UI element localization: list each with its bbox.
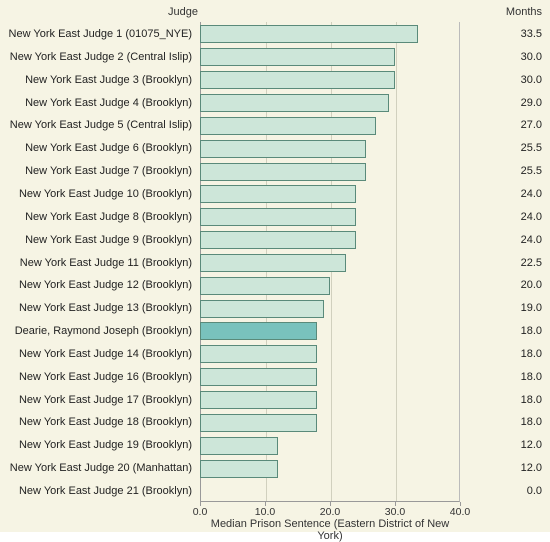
table-row: New York East Judge 13 (Brooklyn) 19.0 [0, 297, 550, 320]
months-value: 12.0 [482, 434, 542, 457]
table-row: New York East Judge 11 (Brooklyn) 22.5 [0, 252, 550, 275]
table-row: New York East Judge 16 (Brooklyn) 18.0 [0, 366, 550, 389]
table-row: New York East Judge 18 (Brooklyn) 18.0 [0, 411, 550, 434]
months-value: 29.0 [482, 92, 542, 115]
months-value: 30.0 [482, 46, 542, 69]
table-row: New York East Judge 14 (Brooklyn) 18.0 [0, 343, 550, 366]
table-row: New York East Judge 3 (Brooklyn) 30.0 [0, 69, 550, 92]
bar [200, 460, 278, 478]
bar [200, 208, 356, 226]
months-value: 30.0 [482, 69, 542, 92]
judge-label: New York East Judge 10 (Brooklyn) [0, 183, 196, 206]
table-row: Dearie, Raymond Joseph (Brooklyn) 18.0 [0, 320, 550, 343]
bar [200, 277, 330, 295]
table-row: New York East Judge 6 (Brooklyn) 25.5 [0, 137, 550, 160]
bar [200, 414, 317, 432]
table-row: New York East Judge 12 (Brooklyn) 20.0 [0, 274, 550, 297]
judge-label: New York East Judge 5 (Central Islip) [0, 114, 196, 137]
judge-label: New York East Judge 7 (Brooklyn) [0, 160, 196, 183]
judge-label: New York East Judge 13 (Brooklyn) [0, 297, 196, 320]
months-value: 22.5 [482, 252, 542, 275]
months-value: 24.0 [482, 183, 542, 206]
column-header-judge: Judge [168, 6, 198, 18]
judge-label: New York East Judge 2 (Central Islip) [0, 46, 196, 69]
judge-label: New York East Judge 9 (Brooklyn) [0, 229, 196, 252]
bar [200, 25, 418, 43]
table-row: New York East Judge 19 (Brooklyn) 12.0 [0, 434, 550, 457]
judge-label: New York East Judge 11 (Brooklyn) [0, 252, 196, 275]
judge-label: New York East Judge 3 (Brooklyn) [0, 69, 196, 92]
bar [200, 48, 395, 66]
months-value: 19.0 [482, 297, 542, 320]
judge-label: New York East Judge 20 (Manhattan) [0, 457, 196, 480]
x-tick-label: 0.0 [193, 506, 208, 518]
table-row: New York East Judge 7 (Brooklyn) 25.5 [0, 160, 550, 183]
x-tick-label: 20.0 [320, 506, 340, 518]
months-value: 24.0 [482, 229, 542, 252]
judge-sentence-chart: Judge Months New York East Judge 1 (0107… [0, 0, 550, 532]
bar [200, 345, 317, 363]
table-row: New York East Judge 1 (01075_NYE) 33.5 [0, 23, 550, 46]
months-value: 33.5 [482, 23, 542, 46]
table-row: New York East Judge 21 (Brooklyn) 0.0 [0, 480, 550, 503]
months-value: 20.0 [482, 274, 542, 297]
months-value: 27.0 [482, 114, 542, 137]
judge-label: New York East Judge 16 (Brooklyn) [0, 366, 196, 389]
bar [200, 163, 366, 181]
months-value: 24.0 [482, 206, 542, 229]
table-row: New York East Judge 10 (Brooklyn) 24.0 [0, 183, 550, 206]
table-row: New York East Judge 5 (Central Islip) 27.… [0, 114, 550, 137]
bar [200, 254, 346, 272]
table-row: New York East Judge 8 (Brooklyn) 24.0 [0, 206, 550, 229]
bar [200, 391, 317, 409]
bar [200, 437, 278, 455]
judge-label: New York East Judge 6 (Brooklyn) [0, 137, 196, 160]
judge-label: New York East Judge 8 (Brooklyn) [0, 206, 196, 229]
table-row: New York East Judge 2 (Central Islip) 30.… [0, 46, 550, 69]
judge-label: New York East Judge 1 (01075_NYE) [0, 23, 196, 46]
bar [200, 231, 356, 249]
x-axis-title: Median Prison Sentence (Eastern District… [200, 518, 460, 542]
judge-label: Dearie, Raymond Joseph (Brooklyn) [0, 320, 196, 343]
months-value: 25.5 [482, 137, 542, 160]
judge-label: New York East Judge 18 (Brooklyn) [0, 411, 196, 434]
x-tick-label: 40.0 [450, 506, 470, 518]
bar-highlight [200, 322, 317, 340]
bar [200, 368, 317, 386]
bar [200, 94, 389, 112]
bar [200, 71, 395, 89]
table-row: New York East Judge 17 (Brooklyn) 18.0 [0, 389, 550, 412]
months-value: 18.0 [482, 320, 542, 343]
bar [200, 300, 324, 318]
judge-label: New York East Judge 12 (Brooklyn) [0, 274, 196, 297]
table-row: New York East Judge 9 (Brooklyn) 24.0 [0, 229, 550, 252]
months-value: 18.0 [482, 366, 542, 389]
judge-label: New York East Judge 21 (Brooklyn) [0, 480, 196, 503]
chart-rows: New York East Judge 1 (01075_NYE)33.5New… [0, 22, 550, 502]
column-header-months: Months [506, 6, 542, 18]
months-value: 12.0 [482, 457, 542, 480]
bar [200, 117, 376, 135]
judge-label: New York East Judge 14 (Brooklyn) [0, 343, 196, 366]
judge-label: New York East Judge 4 (Brooklyn) [0, 92, 196, 115]
judge-label: New York East Judge 17 (Brooklyn) [0, 389, 196, 412]
judge-label: New York East Judge 19 (Brooklyn) [0, 434, 196, 457]
bar [200, 140, 366, 158]
x-tick-label: 30.0 [385, 506, 405, 518]
months-value: 18.0 [482, 389, 542, 412]
table-row: New York East Judge 4 (Brooklyn) 29.0 [0, 92, 550, 115]
months-value: 18.0 [482, 411, 542, 434]
x-tick-label: 10.0 [255, 506, 275, 518]
months-value: 18.0 [482, 343, 542, 366]
table-row: New York East Judge 20 (Manhattan) 12.0 [0, 457, 550, 480]
months-value: 0.0 [482, 480, 542, 503]
bar [200, 185, 356, 203]
months-value: 25.5 [482, 160, 542, 183]
